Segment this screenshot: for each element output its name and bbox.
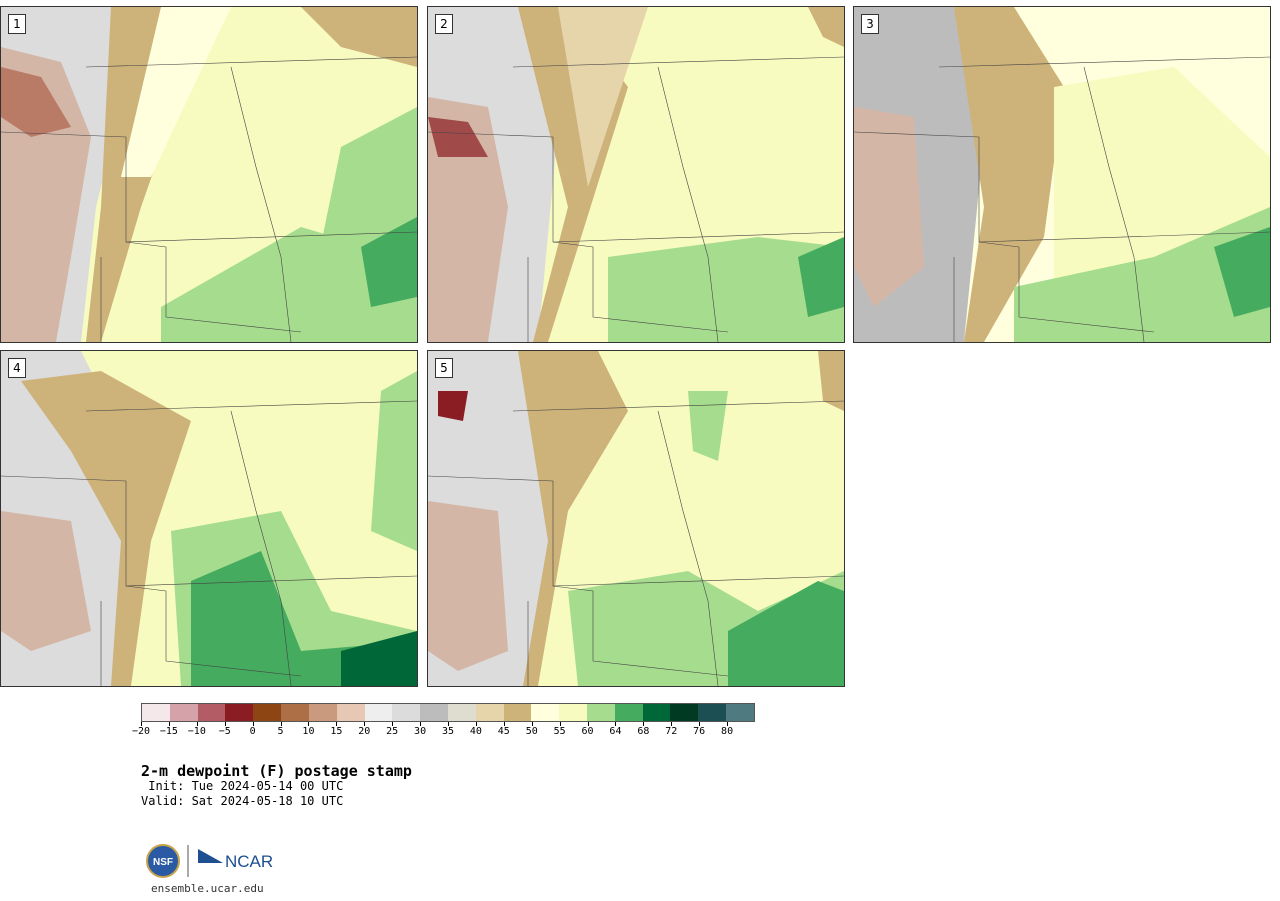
- colorbar-segment: [142, 704, 170, 721]
- colorbar-tick-label: 64: [609, 726, 622, 737]
- colorbar-tick-label: 15: [330, 726, 343, 737]
- colorbar-tick-mark: [420, 722, 422, 726]
- ncar-logo-icon: [198, 849, 223, 863]
- colorbar-segment: [587, 704, 615, 721]
- colorbar-tick-mark: [503, 722, 505, 726]
- colorbar-segment: [670, 704, 699, 721]
- panel-label-2: 2: [435, 14, 453, 34]
- plot-title: 2-m dewpoint (F) postage stamp: [141, 762, 412, 780]
- colorbar-tick-label: −15: [159, 726, 178, 737]
- colorbar-segment: [392, 704, 421, 721]
- colorbar-tick-mark: [141, 722, 142, 726]
- nsf-logo-icon: [146, 844, 180, 878]
- colorbar-segment: [475, 704, 504, 721]
- colorbar-segment: [447, 704, 476, 721]
- colorbar-segment: [614, 704, 643, 721]
- colorbar-tick-mark: [280, 722, 282, 726]
- colorbar-tick-mark: [252, 722, 254, 726]
- colorbar-tick-mark: [475, 722, 477, 726]
- colorbar-tick-label: 45: [497, 726, 510, 737]
- init-time: Init: Tue 2024-05-14 00 UTC: [141, 779, 344, 793]
- colorbar-segment: [169, 704, 198, 721]
- colorbar-segment: [420, 704, 448, 721]
- colorbar-segment: [642, 704, 671, 721]
- colorbar-tick-mark: [308, 722, 310, 726]
- colorbar-tick-label: 80: [721, 726, 734, 737]
- colorbar-tick-label: −20: [131, 726, 151, 737]
- colorbar-tick-label: 76: [693, 726, 706, 737]
- colorbar-tick-label: −10: [187, 726, 206, 737]
- svg-text:NSF: NSF: [153, 857, 173, 868]
- colorbar-segment: [726, 704, 754, 721]
- dewpoint-map-5: [428, 351, 844, 686]
- colorbar-tick-label: 60: [581, 726, 594, 737]
- colorbar-segment: [225, 704, 254, 721]
- colorbar-tick-mark: [392, 722, 394, 726]
- colorbar-segment: [559, 704, 587, 721]
- colorbar-tick-mark: [448, 722, 449, 726]
- colorbar-tick-label: 10: [302, 726, 315, 737]
- map-panel-3: 3: [853, 6, 1271, 343]
- colorbar-tick-label: 35: [441, 726, 455, 737]
- dewpoint-map-3: [854, 7, 1270, 342]
- colorbar-segment: [336, 704, 365, 721]
- colorbar-tick-mark: [699, 722, 701, 726]
- colorbar-segment: [364, 704, 393, 721]
- colorbar-tick-mark: [615, 722, 617, 726]
- colorbar-tick-mark: [671, 722, 673, 726]
- colorbar-tick-mark: [531, 722, 533, 726]
- colorbar-tick-label: 25: [386, 726, 399, 737]
- colorbar-tick-label: 72: [665, 726, 678, 737]
- colorbar-segment: [698, 704, 727, 721]
- colorbar-segment: [531, 704, 560, 721]
- colorbar-segment: [197, 704, 226, 721]
- site-url: ensemble.ucar.edu: [151, 882, 264, 895]
- panel-label-1: 1: [8, 14, 26, 34]
- panel-label-3: 3: [861, 14, 879, 34]
- colorbar-tick-label: −5: [218, 726, 231, 737]
- map-panel-5: 5: [427, 350, 845, 687]
- colorbar-tick-label: 5: [277, 726, 284, 737]
- colorbar-tick-mark: [224, 722, 226, 726]
- colorbar-tick-label: 68: [637, 726, 650, 737]
- map-panel-2: 2: [427, 6, 845, 343]
- colorbar: [141, 703, 755, 722]
- colorbar-tick-label: 50: [525, 726, 538, 737]
- panel-label-5: 5: [435, 358, 453, 378]
- colorbar-segment: [281, 704, 309, 721]
- colorbar-segment: [253, 704, 282, 721]
- colorbar-ticks: −20 −15 −10 −5 0 5 10 15 20 25 30 35 40 45 50 55 60 64 68 7…: [132, 722, 755, 740]
- colorbar-tick-label: 40: [469, 726, 482, 737]
- colorbar-tick-mark: [587, 722, 589, 726]
- colorbar-tick-label: 0: [249, 726, 256, 737]
- map-panel-1: 1: [0, 6, 418, 343]
- map-panel-4: 4: [0, 350, 418, 687]
- panel-label-4: 4: [8, 358, 26, 378]
- svg-text:NCAR: NCAR: [225, 852, 273, 871]
- colorbar-tick-mark: [336, 722, 338, 726]
- dewpoint-map-4: [1, 351, 417, 686]
- colorbar-tick-label: 30: [414, 726, 427, 737]
- colorbar-tick-mark: [727, 722, 729, 726]
- dewpoint-map-2: [428, 7, 844, 342]
- colorbar-tick-mark: [364, 722, 366, 726]
- colorbar-tick-mark: [559, 722, 561, 726]
- colorbar-tick-label: 55: [553, 726, 566, 737]
- colorbar-segment: [503, 704, 532, 721]
- colorbar-tick-label: 20: [358, 726, 371, 737]
- valid-time: Valid: Sat 2024-05-18 10 UTC: [141, 794, 344, 808]
- colorbar-tick-mark: [168, 722, 170, 726]
- colorbar-segment: [308, 704, 337, 721]
- dewpoint-map-1: [1, 7, 417, 342]
- colorbar-tick-mark: [196, 722, 198, 726]
- nsf-ncar-logo: NSF NCAR: [146, 844, 273, 878]
- colorbar-tick-mark: [643, 722, 645, 726]
